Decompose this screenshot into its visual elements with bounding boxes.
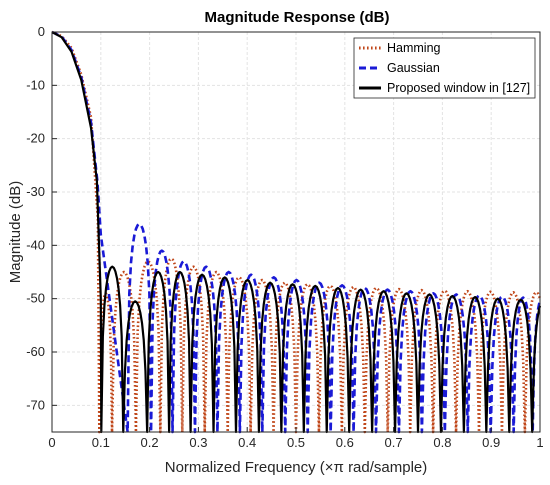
y-axis-title: Magnitude (dB)	[7, 181, 24, 284]
y-tick-label: -30	[26, 184, 45, 199]
y-tick-label: 0	[38, 24, 45, 39]
legend-label-hamming: Hamming	[387, 41, 441, 55]
axis-ticks: 0 0.1 0.2 0.3 0.4 0.5 0.6 0.7 0.8 0.9 1 0 -10 -20 -30 -…	[26, 24, 543, 450]
x-tick-label: 1	[536, 435, 543, 450]
x-tick-label: 0.8	[433, 435, 451, 450]
y-tick-label: -40	[26, 237, 45, 252]
legend-label-proposed-window: Proposed window in [127]	[387, 81, 530, 95]
y-tick-label: -50	[26, 291, 45, 306]
x-tick-label: 0.7	[385, 435, 403, 450]
chart-title: Magnitude Response (dB)	[204, 9, 389, 26]
y-tick-label: -10	[26, 77, 45, 92]
x-tick-label: 0.9	[482, 435, 500, 450]
series-line-proposed-window	[51, 31, 542, 434]
y-tick-label: -60	[26, 344, 45, 359]
legend-box	[353, 37, 536, 99]
legend: Hamming Gaussian Proposed window in [127…	[353, 37, 536, 99]
x-tick-label: 0.3	[189, 435, 207, 450]
x-tick-label: 0	[48, 435, 55, 450]
plot-series	[51, 30, 542, 434]
x-tick-label: 0.6	[336, 435, 354, 450]
y-tick-label: -20	[26, 131, 45, 146]
y-tick-label: -70	[26, 397, 45, 412]
legend-label-gaussian: Gaussian	[387, 61, 440, 75]
grid-lines	[52, 32, 540, 432]
x-tick-label: 0.5	[287, 435, 305, 450]
x-axis-title: Normalized Frequency (×π rad/sample)	[165, 459, 428, 476]
x-tick-label: 0.4	[238, 435, 256, 450]
x-tick-label: 0.1	[92, 435, 110, 450]
series-line-hamming	[51, 30, 542, 434]
x-tick-label: 0.2	[141, 435, 159, 450]
